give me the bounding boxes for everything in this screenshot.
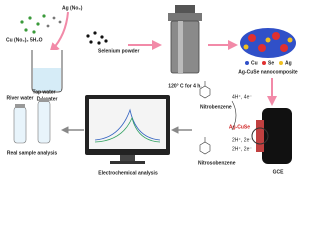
legend-dot <box>262 61 266 65</box>
legend-dot <box>279 61 283 65</box>
arrow <box>49 11 69 53</box>
label: GCE <box>273 169 285 175</box>
legend: Se <box>268 60 274 66</box>
label: Ag (No₃) <box>62 5 83 11</box>
label: Real sample analysis <box>7 150 58 156</box>
label: 120° C for 4 h. <box>168 83 202 89</box>
label: Nitrosobenzene <box>198 160 236 166</box>
molecule <box>199 81 211 155</box>
label: Cu (No₃)₂ 5H₂O <box>6 37 43 43</box>
label: Nitrobenzene <box>200 104 232 110</box>
arrow <box>231 100 237 131</box>
label: 2H⁺, 2e⁻ <box>232 137 252 143</box>
label: 2H⁺, 2e⁻ <box>232 146 252 152</box>
label: Selenium powder <box>98 48 139 54</box>
label: Ag-CuSe <box>229 124 250 130</box>
label: Tap water <box>33 89 56 95</box>
label: Electrochemical analysis <box>98 170 158 176</box>
legend: Ag <box>285 60 292 66</box>
label: Ag-CuSe nanocomposite <box>238 69 298 75</box>
label: River water <box>7 95 34 101</box>
label: 4H⁺, 4e⁻ <box>232 94 252 100</box>
electrode <box>251 108 292 164</box>
autoclave <box>168 5 202 74</box>
selenium-dots <box>86 31 108 45</box>
diagram: Ag (No₃) Cu (No₃)₂ 5H₂O D I water Seleni… <box>6 5 298 176</box>
legend-dot <box>245 61 249 65</box>
nanocomposite <box>240 28 296 58</box>
precursor-dots <box>20 14 62 34</box>
legend: Cu <box>251 60 258 66</box>
bottles <box>13 98 51 144</box>
monitor <box>85 95 170 164</box>
beaker <box>31 50 63 93</box>
